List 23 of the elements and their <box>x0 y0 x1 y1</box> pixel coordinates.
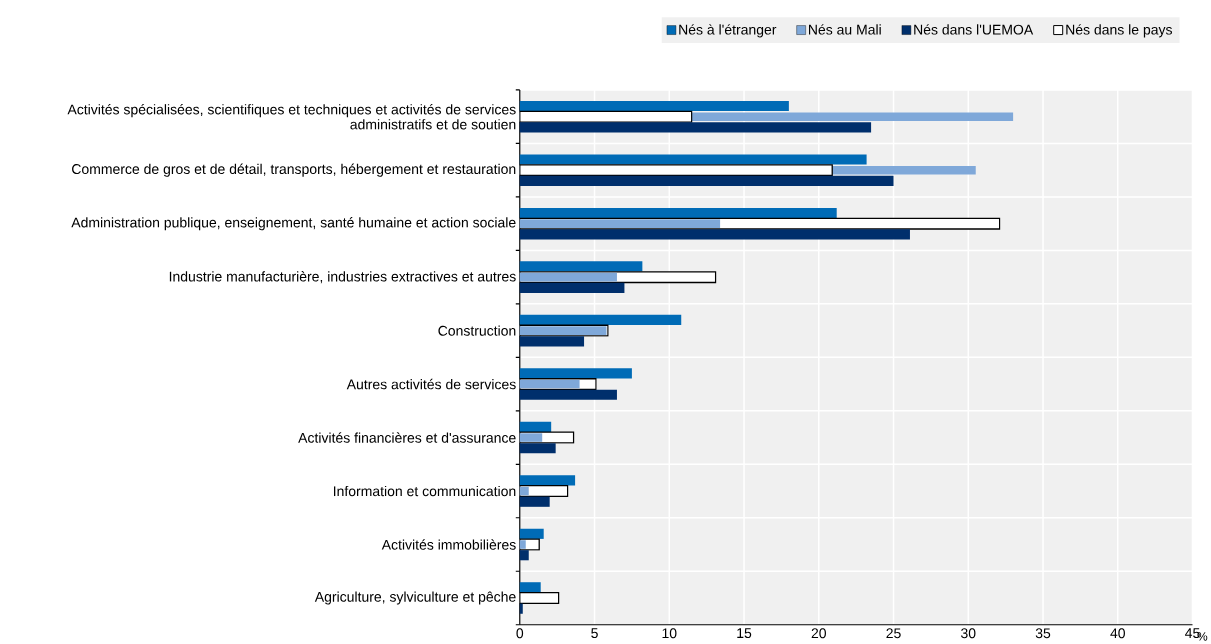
y-tick-label: Agriculture, sylviculture et pêche <box>314 591 516 605</box>
y-tick-label: Activités immobilières <box>381 539 516 550</box>
x-tick-label: 30 <box>961 628 976 639</box>
y-tick-label: Commerce de gros et de détail, transports, hébergement et restauration <box>72 163 516 177</box>
y-tick-label: Administration publique, enseignement, santé humaine et action sociale <box>71 217 516 231</box>
y-tick-label: Autres activités de services <box>346 378 516 390</box>
x-tick-label: 35 <box>1035 628 1051 639</box>
x-tick-label: 25 <box>886 628 901 639</box>
legend-label: Nés dans l'UEMOA <box>914 24 1034 35</box>
legend-label: Nés dans le pays <box>1066 24 1172 38</box>
x-tick-label: 0 <box>516 628 524 639</box>
y-tick-label: Industrie manufacturière, industries extractives et autres <box>169 271 516 284</box>
legend-label: Nés au Mali <box>809 24 881 35</box>
y-tick-label: Construction <box>438 325 516 336</box>
x-tick-label: 5 <box>591 628 598 639</box>
x-tick-label: 20 <box>811 628 826 639</box>
y-tick-label: Information et communication <box>333 485 516 497</box>
y-tick-label: Activités financières et d'assurance <box>298 432 516 443</box>
x-tick-label: 15 <box>737 628 752 639</box>
legend-label: Nés à l'étranger <box>679 24 777 38</box>
x-tick-label: 40 <box>1110 628 1125 639</box>
y-tick-label: Activités spécialisées, scientifiques et techniques et activités de services administratifs et de soutien <box>67 103 516 130</box>
x-tick-label: 10 <box>662 628 677 639</box>
